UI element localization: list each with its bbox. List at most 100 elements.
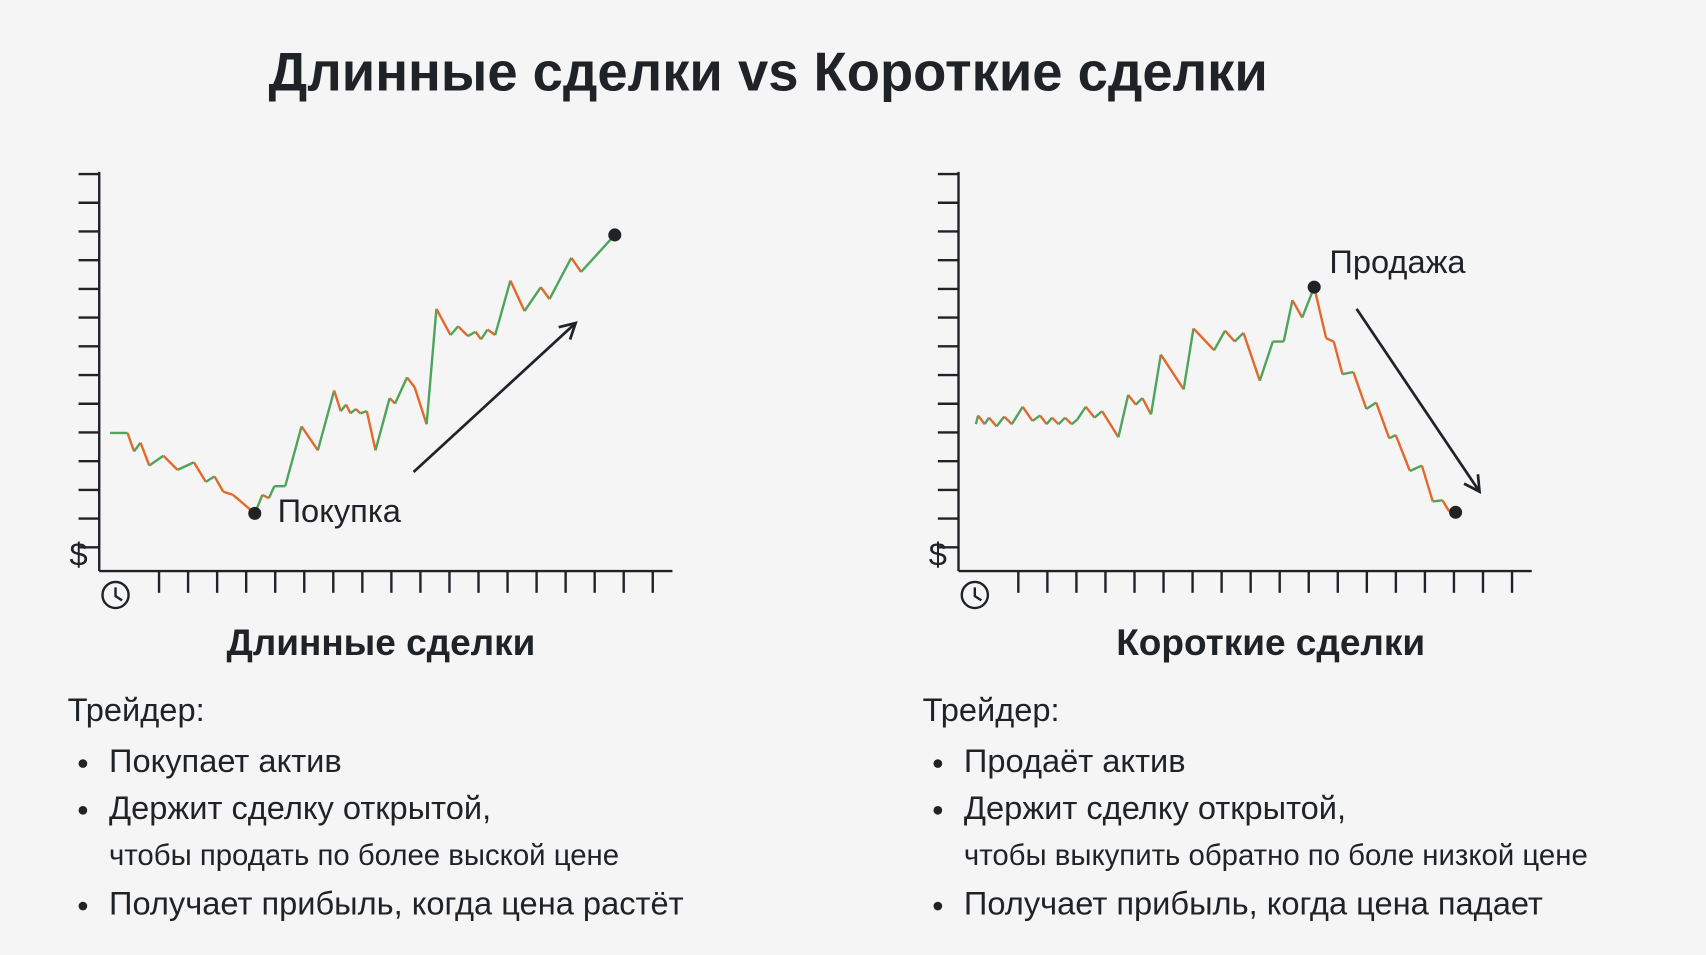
bullet-text: Получает прибыль, когда цена растёт (109, 885, 684, 922)
price-segment (983, 417, 990, 425)
price-segment (1313, 286, 1328, 339)
price-segment (449, 325, 460, 336)
price-segment (457, 325, 469, 337)
clock-icon (101, 580, 130, 610)
price-segment (393, 376, 409, 405)
title: Длинные сделки vs Короткие сделки (268, 41, 1267, 102)
bullet-text: чтобы выкупить обратно по боле низкой це… (964, 839, 1588, 872)
price-segment (345, 404, 352, 414)
price-segment (486, 328, 496, 336)
trade-dot (608, 228, 622, 242)
lead: Трейдер: (923, 691, 1060, 728)
price-segment (148, 454, 165, 467)
bullet (933, 901, 943, 911)
price-segment (1233, 331, 1245, 343)
price-segment (192, 461, 207, 483)
price-segment (1258, 341, 1274, 382)
price-segment (580, 234, 616, 273)
price-segment (1282, 299, 1294, 342)
price-segment (1127, 394, 1137, 406)
price-segment (1342, 370, 1354, 376)
price-segment (333, 390, 342, 412)
price-segment (406, 376, 416, 388)
price-segment (1441, 499, 1451, 512)
price-segment (1003, 415, 1013, 426)
price-segment (995, 415, 1006, 428)
price-segment (1388, 434, 1397, 440)
price-segment (139, 442, 151, 466)
bullet-text: Держит сделку открытой, (964, 789, 1346, 826)
bullet (933, 759, 943, 768)
bullet-text: Продаёт актив (964, 742, 1186, 779)
price-segment (1213, 330, 1227, 351)
price-segment (1409, 464, 1423, 473)
arrow-head (1463, 474, 1482, 494)
price-segment (1084, 406, 1096, 419)
price-segment (1149, 354, 1162, 415)
clock-hands (114, 587, 123, 602)
price-segment (300, 425, 319, 451)
price-segment (1159, 353, 1185, 391)
price-segment (1352, 371, 1368, 410)
price-segment (1192, 327, 1215, 352)
currency-symbol: $ (69, 536, 87, 573)
clock-hands (973, 587, 983, 602)
arrow-head (558, 321, 578, 340)
price-segment (284, 426, 303, 487)
price-segment (133, 441, 142, 453)
price-segment (413, 386, 428, 425)
price-segment (1432, 499, 1443, 503)
price-segment (1375, 402, 1391, 439)
bullet-text: чтобы продать по более выской цене (109, 839, 619, 872)
price-segment (261, 493, 270, 500)
clock-icon (960, 580, 990, 610)
lead: Трейдер: (68, 691, 205, 728)
price-segment (1093, 410, 1103, 419)
price-segment (339, 403, 348, 412)
price-segment (435, 308, 452, 336)
price-segment (467, 330, 477, 338)
price-segment (1045, 416, 1053, 425)
trade-dot (1449, 505, 1463, 519)
price-segment (205, 475, 216, 483)
price-segment (493, 280, 512, 336)
price-segment (1101, 410, 1120, 438)
trend-arrow (1355, 308, 1481, 493)
price-segment (1291, 299, 1304, 319)
bullet-text: Покупает актив (109, 742, 342, 779)
price-segment (1064, 416, 1073, 426)
marker-label: Продажа (1329, 243, 1466, 280)
price-segment (1242, 332, 1261, 382)
price-segment (977, 414, 986, 425)
price-segment (222, 490, 234, 497)
price-segment (355, 408, 362, 415)
bullet (78, 901, 88, 911)
price-segment (1010, 406, 1024, 425)
price-segment (126, 432, 136, 452)
currency-symbol: $ (929, 536, 947, 573)
price-segment (1420, 465, 1434, 502)
price-segment (480, 328, 489, 341)
price-segment (570, 257, 583, 273)
bullet (933, 805, 943, 815)
price-segment (1117, 394, 1130, 438)
price-segment (1394, 434, 1412, 472)
bullet (78, 759, 88, 768)
price-segment (388, 397, 396, 405)
price-segment (1039, 414, 1048, 425)
price-segment (177, 461, 195, 471)
panel-heading: Короткие сделки (1116, 622, 1425, 663)
price-segment (988, 416, 998, 428)
trend-arrow (412, 322, 577, 474)
bullet-text: Держит сделку открытой, (109, 789, 491, 826)
price-segment (1076, 406, 1087, 421)
price-segment (1141, 397, 1153, 415)
price-segment (548, 257, 573, 300)
bullet-text: Получает прибыль, когда цена падает (964, 885, 1543, 922)
price-segment (316, 390, 336, 451)
price-segment (365, 410, 377, 451)
price-segment (349, 408, 357, 415)
